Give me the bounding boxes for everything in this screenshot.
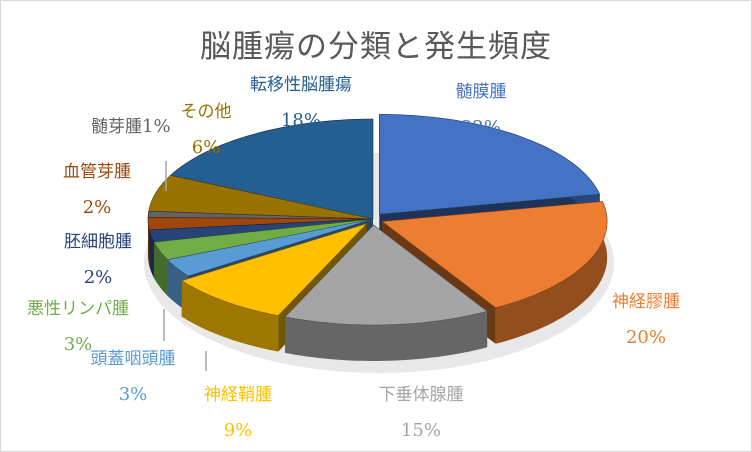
data-label-percent: 1%	[142, 116, 171, 137]
data-label-percent: 3%	[63, 334, 93, 355]
chart-title: 脳腫瘍の分類と発生頻度	[200, 29, 552, 65]
data-label-category: 転移性脳腫瘍	[250, 75, 352, 95]
data-label-2: 神経膠腫 20%	[612, 291, 680, 349]
data-label-percent: 2%	[83, 267, 113, 288]
data-label-8: 血管芽腫 2%	[63, 161, 131, 219]
data-label-category: 下垂体腺腫	[378, 385, 464, 405]
data-label-11: 転移性脳腫瘍 18%	[250, 74, 352, 132]
data-label-3: 下垂体腺腫 15%	[379, 384, 464, 442]
data-label-7: 胚細胞腫 2%	[64, 231, 132, 289]
data-label-percent: 20%	[625, 327, 666, 348]
data-label-percent: 2%	[82, 197, 112, 218]
pie-slice-3[interactable]	[284, 224, 488, 361]
data-label-percent: 22%	[460, 117, 501, 138]
data-label-percent: 6%	[191, 137, 221, 158]
data-label-4: 神経鞘腫 9%	[204, 384, 272, 442]
data-label-category: 神経膠腫	[612, 292, 680, 312]
data-label-category: 血管芽腫	[63, 162, 131, 182]
data-label-5: 頭蓋咽頭腫 3%	[91, 348, 176, 406]
data-label-percent: 3%	[118, 384, 148, 405]
data-label-9: 髄芽腫1%	[91, 116, 171, 138]
data-label-6: 悪性リンパ腫 3%	[27, 298, 129, 356]
data-label-category: 髄芽腫	[91, 117, 142, 137]
data-label-percent: 18%	[280, 110, 321, 131]
data-label-category: 頭蓋咽頭腫	[90, 349, 176, 369]
data-label-percent: 15%	[400, 420, 441, 441]
data-label-category: 神経鞘腫	[204, 385, 272, 405]
data-label-category: 胚細胞腫	[64, 232, 132, 252]
data-label-percent: 9%	[223, 420, 253, 441]
data-label-10: その他 6%	[181, 101, 232, 159]
data-label-category: その他	[180, 102, 232, 122]
data-label-category: 髄膜腫	[455, 82, 507, 102]
data-label-1: 髄膜腫 22%	[456, 81, 507, 139]
data-label-category: 悪性リンパ腫	[27, 299, 129, 319]
